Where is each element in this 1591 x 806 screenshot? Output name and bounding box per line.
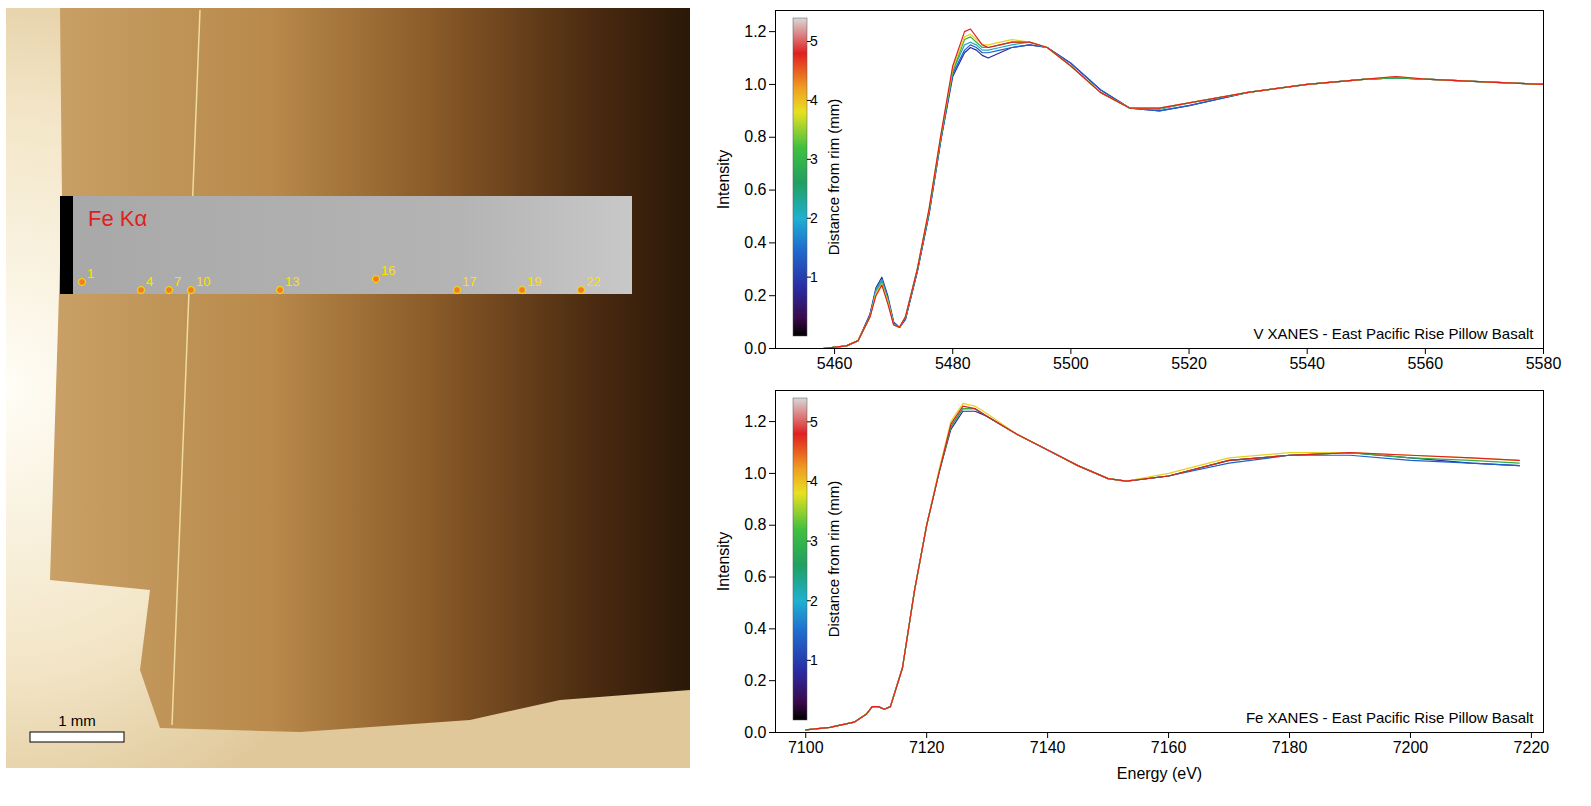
svg-text:19: 19 [527, 274, 541, 289]
svg-text:0.6: 0.6 [744, 568, 766, 585]
svg-text:5540: 5540 [1289, 355, 1325, 372]
svg-text:16: 16 [381, 263, 395, 278]
svg-text:Fe Kα: Fe Kα [88, 206, 147, 231]
svg-text:Distance from rim (mm): Distance from rim (mm) [825, 481, 842, 638]
svg-text:3: 3 [810, 533, 818, 549]
svg-text:7180: 7180 [1272, 739, 1308, 756]
svg-text:5480: 5480 [935, 355, 971, 372]
svg-text:7160: 7160 [1151, 739, 1187, 756]
svg-text:Fe XANES - East Pacific Rise P: Fe XANES - East Pacific Rise Pillow Basa… [1246, 709, 1534, 726]
svg-text:1: 1 [810, 269, 818, 285]
svg-text:0.4: 0.4 [744, 620, 766, 637]
svg-text:1.2: 1.2 [744, 23, 766, 40]
svg-text:5500: 5500 [1053, 355, 1089, 372]
svg-text:22: 22 [586, 274, 600, 289]
svg-text:2: 2 [810, 210, 818, 226]
svg-text:1.0: 1.0 [744, 465, 766, 482]
svg-text:1.0: 1.0 [744, 76, 766, 93]
svg-text:5460: 5460 [817, 355, 853, 372]
svg-text:0.2: 0.2 [744, 672, 766, 689]
svg-text:5: 5 [810, 33, 818, 49]
svg-text:0.0: 0.0 [744, 724, 766, 741]
svg-text:5520: 5520 [1171, 355, 1207, 372]
svg-text:0.8: 0.8 [744, 128, 766, 145]
svg-text:4: 4 [810, 473, 818, 489]
svg-text:5: 5 [810, 414, 818, 430]
svg-text:Intensity: Intensity [715, 532, 732, 592]
svg-text:Intensity: Intensity [715, 150, 732, 210]
svg-text:7120: 7120 [909, 739, 945, 756]
svg-text:2: 2 [810, 593, 818, 609]
svg-text:4: 4 [810, 92, 818, 108]
svg-text:7140: 7140 [1030, 739, 1066, 756]
svg-text:Energy (eV): Energy (eV) [1117, 765, 1202, 782]
svg-text:3: 3 [810, 151, 818, 167]
svg-text:0.4: 0.4 [744, 234, 766, 251]
svg-text:4: 4 [146, 274, 153, 289]
svg-text:0.8: 0.8 [744, 516, 766, 533]
svg-text:1: 1 [810, 652, 818, 668]
svg-text:13: 13 [285, 274, 299, 289]
svg-text:10: 10 [196, 274, 210, 289]
svg-text:7200: 7200 [1393, 739, 1429, 756]
svg-text:0.0: 0.0 [744, 340, 766, 357]
svg-text:5580: 5580 [1526, 355, 1562, 372]
svg-text:0.2: 0.2 [744, 287, 766, 304]
svg-text:1.2: 1.2 [744, 413, 766, 430]
svg-text:17: 17 [462, 274, 476, 289]
svg-text:7: 7 [174, 274, 181, 289]
svg-text:0.6: 0.6 [744, 181, 766, 198]
svg-text:5560: 5560 [1408, 355, 1444, 372]
svg-text:V XANES - East Pacific Rise Pi: V XANES - East Pacific Rise Pillow Basal… [1253, 325, 1534, 342]
svg-text:Distance from rim (mm): Distance from rim (mm) [825, 99, 842, 256]
svg-text:1: 1 [87, 266, 94, 281]
svg-text:7100: 7100 [788, 739, 824, 756]
svg-text:1 mm: 1 mm [58, 712, 96, 729]
svg-text:7220: 7220 [1514, 739, 1550, 756]
